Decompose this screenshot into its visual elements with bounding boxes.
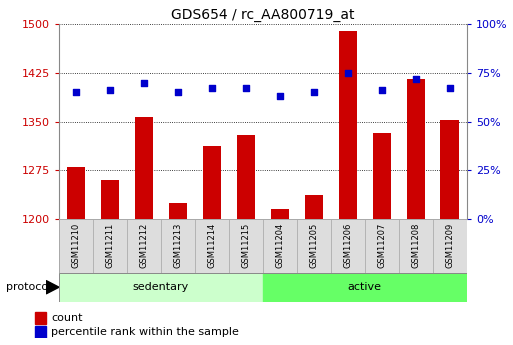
Point — [72, 90, 80, 95]
Bar — [134, 117, 153, 219]
Bar — [93, 219, 127, 273]
Bar — [35, 326, 46, 337]
Text: GSM11213: GSM11213 — [173, 223, 183, 268]
Bar — [59, 219, 93, 273]
Text: count: count — [51, 313, 83, 323]
Text: GSM11209: GSM11209 — [445, 223, 455, 268]
Bar — [305, 195, 323, 219]
Bar — [441, 120, 459, 219]
Bar — [101, 180, 120, 219]
Bar — [161, 219, 195, 273]
Text: GSM11215: GSM11215 — [242, 223, 250, 268]
Point — [412, 76, 420, 81]
Text: sedentary: sedentary — [133, 282, 189, 292]
Bar — [203, 146, 221, 219]
Point — [310, 90, 318, 95]
Text: GSM11211: GSM11211 — [106, 223, 114, 268]
Point — [208, 86, 216, 91]
Text: active: active — [348, 282, 382, 292]
Bar — [365, 219, 399, 273]
Text: protocol: protocol — [6, 282, 51, 292]
Title: GDS654 / rc_AA800719_at: GDS654 / rc_AA800719_at — [171, 8, 354, 22]
Bar — [331, 219, 365, 273]
Text: GSM11208: GSM11208 — [411, 223, 420, 268]
Bar — [433, 219, 467, 273]
Point — [174, 90, 182, 95]
Point — [446, 86, 454, 91]
Bar — [339, 31, 357, 219]
Text: GSM11214: GSM11214 — [207, 223, 216, 268]
Bar — [297, 219, 331, 273]
Polygon shape — [46, 280, 59, 294]
Bar — [372, 133, 391, 219]
Bar — [229, 219, 263, 273]
Text: GSM11207: GSM11207 — [378, 223, 386, 268]
Text: GSM11206: GSM11206 — [343, 223, 352, 268]
Bar — [270, 209, 289, 219]
Bar — [169, 203, 187, 219]
Bar — [236, 135, 255, 219]
Bar — [263, 219, 297, 273]
Bar — [59, 273, 263, 302]
Text: GSM11204: GSM11204 — [275, 223, 284, 268]
Text: GSM11212: GSM11212 — [140, 223, 148, 268]
Text: percentile rank within the sample: percentile rank within the sample — [51, 327, 239, 337]
Text: GSM11210: GSM11210 — [71, 223, 81, 268]
Bar — [35, 312, 46, 324]
Point — [344, 70, 352, 76]
Point — [242, 86, 250, 91]
Bar — [263, 273, 467, 302]
Bar — [399, 219, 433, 273]
Bar — [67, 167, 85, 219]
Bar — [195, 219, 229, 273]
Bar — [406, 79, 425, 219]
Point — [140, 80, 148, 86]
Point — [276, 93, 284, 99]
Point — [378, 88, 386, 93]
Text: GSM11205: GSM11205 — [309, 223, 319, 268]
Bar — [127, 219, 161, 273]
Point — [106, 88, 114, 93]
